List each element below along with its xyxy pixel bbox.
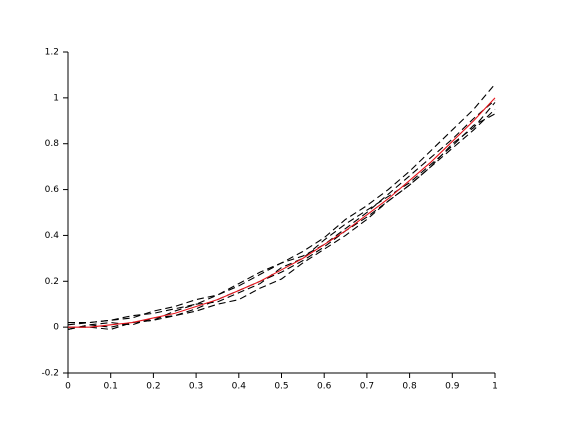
dashed-line	[68, 99, 496, 324]
x-tick-label: 0	[65, 382, 71, 392]
x-tick-label: 0.9	[445, 382, 460, 392]
y-tick-label: 1.2	[45, 48, 59, 58]
dashed-line	[68, 113, 496, 330]
x-tick-label: 0.1	[104, 382, 118, 392]
y-tick-label: 0.6	[45, 185, 60, 195]
y-tick-label: 1	[53, 93, 59, 103]
x-tick-label: 0.5	[274, 382, 288, 392]
y-tick-label: 0.2	[45, 277, 59, 287]
x-tick-label: 0.3	[189, 382, 203, 392]
x-tick-label: 0.6	[317, 382, 332, 392]
x-tick-label: 0.8	[402, 382, 417, 392]
y-tick-label: 0.8	[45, 139, 60, 149]
dashed-line	[67, 102, 496, 330]
y-tick-label: -0.2	[41, 369, 59, 379]
y-tick-label: 0	[53, 323, 59, 333]
solid-line	[68, 97, 496, 328]
x-tick-label: 0.4	[232, 382, 247, 392]
x-tick-label: 0.2	[146, 382, 160, 392]
x-tick-label: 1	[492, 382, 498, 392]
y-tick-label: 0.4	[45, 231, 60, 241]
x-tick-label: 0.7	[360, 382, 374, 392]
